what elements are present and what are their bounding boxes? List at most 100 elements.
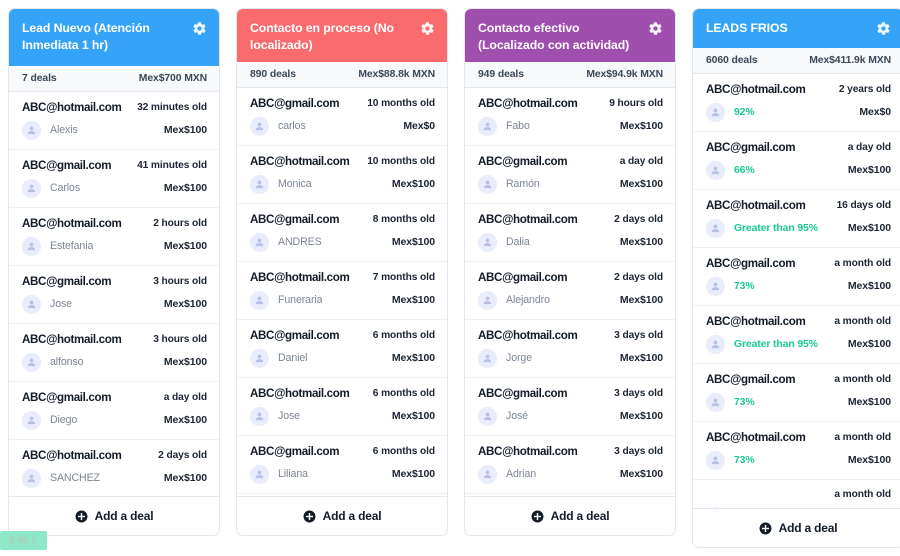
deal-list[interactable]: ABC@gmail.com 10 months old carlos Mex$0 ABC… [237, 87, 447, 496]
deal-owner: Jorge [506, 352, 532, 365]
deal-owner-group: Diego [22, 410, 77, 430]
deal-email: ABC@hotmail.com [478, 212, 578, 226]
deal-card-bottom: Adrian Mex$100 [478, 464, 663, 484]
deal-score: 73% [734, 454, 755, 466]
deal-age: 2 years old [838, 83, 891, 95]
deal-card[interactable]: ABC@gmail.com a day old Diego Mex$100 [9, 381, 219, 440]
deal-card[interactable]: ABC@hotmail.com 16 days old Greater than 9… [693, 189, 900, 248]
person-icon [706, 276, 725, 296]
deal-age: 41 minutes old [137, 159, 207, 171]
deal-card-top: ABC@gmail.com 41 minutes old [22, 159, 207, 172]
deal-owner-group: Alejandro [478, 290, 550, 310]
deal-owner-group: Greater than 95% [706, 334, 818, 354]
deal-amount: Mex$100 [391, 178, 435, 191]
deal-owner-group: 73% [706, 450, 755, 470]
deal-owner: Adrian [506, 468, 537, 481]
deal-card[interactable]: ABC@hotmail.com 10 months old Monica Mex$10… [237, 145, 447, 204]
deal-card[interactable]: ABC@hotmail.com 6 months old Jose Mex$100 [237, 377, 447, 436]
deal-card-bottom: Liliana Mex$100 [250, 464, 435, 484]
add-deal-button[interactable]: Add a deal [237, 496, 447, 535]
gear-icon[interactable] [876, 21, 891, 36]
deal-card[interactable]: ABC@gmail.com 41 minutes old Carlos Mex$100 [9, 149, 219, 208]
deal-card-bottom: 66% Mex$100 [706, 160, 891, 180]
deal-card[interactable]: ABC@gmail.com 8 months old ANDRES Mex$100 [237, 203, 447, 262]
deal-card[interactable]: ABC@gmail.com a day old 66% Mex$100 [693, 131, 900, 190]
deal-card[interactable]: ABC@gmail.com 10 months old carlos Mex$0 [237, 87, 447, 146]
deal-card[interactable]: ABC@hotmail.com a month old Greater than 9… [693, 305, 900, 364]
deal-amount: Mex$100 [847, 222, 891, 235]
deal-card-top: ABC@hotmail.com 7 months old [250, 271, 435, 284]
deal-owner: Alexis [50, 124, 78, 137]
person-icon [478, 174, 497, 194]
deal-card-bottom: alfonso Mex$100 [22, 352, 207, 372]
deal-card-bottom: Estefania Mex$100 [22, 236, 207, 256]
deal-card[interactable]: ABC@hotmail.com 3 days old Jorge Mex$100 [465, 319, 675, 378]
deal-list[interactable]: ABC@hotmail.com 9 hours old Fabo Mex$100 ABC… [465, 87, 675, 496]
deal-owner-group: Liliana [250, 464, 308, 484]
deal-card[interactable]: ABC@hotmail.com 9 hours old Fabo Mex$100 [465, 87, 675, 146]
deal-card[interactable]: ABC@gmail.com 3 days old José Mex$100 [465, 377, 675, 436]
deal-card-bottom: Funeraria Mex$100 [250, 290, 435, 310]
deal-score: 73% [734, 280, 755, 292]
deal-owner: Monica [278, 178, 312, 191]
deal-card[interactable]: ABC@hotmail.com 2 years old 92% Mex$0 [693, 73, 900, 132]
deal-owner: José [506, 410, 528, 423]
deal-owner: Jose [278, 410, 300, 423]
gear-icon[interactable] [420, 21, 435, 36]
deal-owner-group: SANCHEZ [22, 468, 100, 488]
deal-card[interactable]: ABC@hotmail.com 2 days old Dalia Mex$100 [465, 203, 675, 262]
add-deal-button[interactable]: Add a deal [693, 508, 900, 547]
deal-card[interactable]: 6 months old [237, 493, 447, 496]
deal-card-top: ABC@hotmail.com a month old [706, 315, 891, 328]
deal-age: 9 hours old [609, 97, 663, 109]
deal-owner: Fabo [506, 120, 530, 133]
gear-icon[interactable] [192, 21, 207, 36]
deal-card[interactable]: ABC@gmail.com 3 hours old Jose Mex$100 [9, 265, 219, 324]
person-icon [22, 178, 41, 198]
deal-card[interactable]: a month old [693, 479, 900, 508]
deal-amount: Mex$100 [163, 356, 207, 369]
column-stats: 949 deals Mex$94.9k MXN [465, 61, 675, 88]
pipeline-column: Contacto efectivo (Localizado con activi… [464, 8, 676, 536]
deal-card[interactable]: ABC@gmail.com 6 months old Daniel Mex$100 [237, 319, 447, 378]
deal-owner-group: Funeraria [250, 290, 322, 310]
deal-list[interactable]: ABC@hotmail.com 2 years old 92% Mex$0 ABC@gm… [693, 73, 900, 508]
person-icon [250, 174, 269, 194]
gear-icon[interactable] [648, 21, 663, 36]
deal-age: 2 days old [158, 449, 207, 461]
deal-card[interactable]: ABC@gmail.com 6 months old Liliana Mex$100 [237, 435, 447, 494]
deal-amount: Mex$100 [619, 352, 663, 365]
deal-card[interactable]: ABC@hotmail.com 3 hours old alfonso Mex$100 [9, 323, 219, 382]
person-icon [250, 232, 269, 252]
deal-card-bottom: Jose Mex$100 [22, 294, 207, 314]
deal-card[interactable]: ABC@hotmail.com 2 days old SANCHEZ Mex$100 [9, 439, 219, 496]
add-deal-button[interactable]: Add a deal [9, 496, 219, 535]
deal-list[interactable]: ABC@hotmail.com 32 minutes old Alexis Mex$1… [9, 91, 219, 496]
deal-card[interactable]: ABC@gmail.com a day old Ramón Mex$100 [465, 145, 675, 204]
deal-card[interactable]: ABC@hotmail.com 7 months old Funeraria Mex$… [237, 261, 447, 320]
add-deal-button[interactable]: Add a deal [465, 496, 675, 535]
deal-email: ABC@gmail.com [706, 372, 796, 386]
deal-card[interactable]: ABC@gmail.com a month old 73% Mex$100 [693, 363, 900, 422]
deal-card[interactable]: ABC@hotmail.com 3 days old Adrian Mex$100 [465, 435, 675, 494]
deal-card[interactable]: ABC@gmail.com 2 days old Alejandro Mex$100 [465, 261, 675, 320]
person-icon [250, 116, 269, 136]
deal-card[interactable]: ABC@hotmail.com 2 hours old Estefania Mex$1… [9, 207, 219, 266]
person-icon [22, 236, 41, 256]
deal-age: a month old [834, 488, 891, 500]
deal-card[interactable]: ABC@hotmail.com 32 minutes old Alexis Mex$1… [9, 91, 219, 150]
column-title: Lead Nuevo (Atención Inmediata 1 hr) [22, 21, 150, 52]
person-icon [706, 506, 725, 508]
deals-total-value: Mex$88.8k MXN [358, 68, 435, 80]
deal-owner: Carlos [50, 182, 81, 195]
deal-amount: Mex$100 [391, 236, 435, 249]
deal-card[interactable]: 4 days old [465, 493, 675, 496]
deal-age: a day old [619, 155, 663, 167]
deal-amount: Mex$100 [619, 178, 663, 191]
deal-card[interactable]: ABC@gmail.com a month old 73% Mex$100 [693, 247, 900, 306]
deal-card-bottom: Greater than 95% Mex$100 [706, 334, 891, 354]
person-icon [478, 348, 497, 368]
deal-card[interactable]: ABC@hotmail.com a month old 73% Mex$100 [693, 421, 900, 480]
person-icon [706, 218, 725, 238]
deal-age: a month old [834, 373, 891, 385]
